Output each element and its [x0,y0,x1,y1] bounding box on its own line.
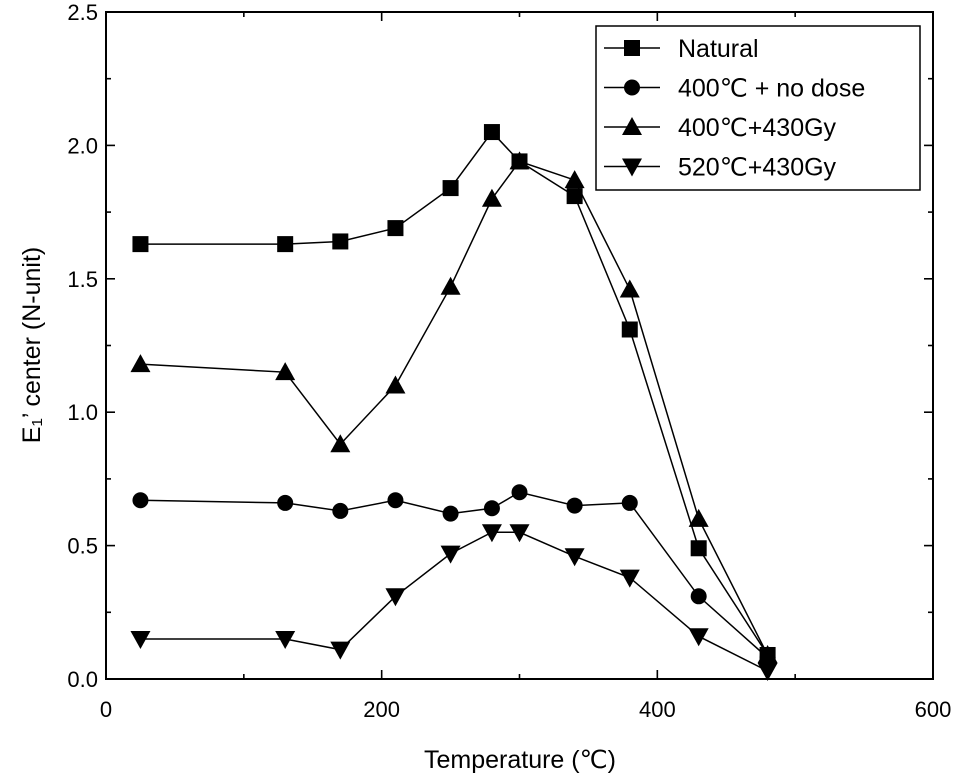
data-point [275,362,296,381]
y-tick-label: 2.0 [67,133,98,158]
data-point [566,188,583,205]
series-line [140,130,769,656]
data-point [277,236,294,253]
data-point [688,628,709,647]
data-point [332,502,349,519]
data-point [330,641,351,660]
legend-label: 520℃+430Gy [678,154,837,182]
data-point [385,588,406,607]
data-point [690,540,707,557]
data-point [481,188,502,207]
y-tick-label: 0.5 [67,534,98,559]
data-point [332,233,349,250]
legend-entry: 400℃+430Gy [604,114,837,142]
data-point [621,321,638,338]
series-layer [130,124,778,681]
data-point [277,494,294,511]
legend-label: 400℃+430Gy [678,114,837,142]
data-point [330,434,351,453]
legend-label: 400℃ + no dose [678,75,865,103]
series-4 [130,524,778,681]
data-point [442,505,459,522]
data-point [511,484,528,501]
data-point [387,492,404,509]
y-tick-label: 1.5 [67,267,98,292]
x-axis-title: Temperature (℃) [424,746,616,774]
data-point [440,545,461,564]
data-point [132,236,149,253]
x-tick-label: 0 [100,697,112,722]
data-point [619,279,640,298]
series-line [140,160,769,656]
data-point [483,124,500,141]
data-point [690,588,707,605]
x-tick-label: 200 [363,697,400,722]
data-point [481,524,502,543]
data-point [509,151,530,170]
legend-entry: Natural [604,35,759,63]
data-point [130,630,151,649]
data-point [509,524,530,543]
x-tick-label: 600 [915,697,952,722]
data-point [566,497,583,514]
legend-marker [622,117,642,135]
legend-entry: 520℃+430Gy [604,154,837,182]
y-tick-label: 0.0 [67,667,98,692]
data-point [387,220,404,237]
data-point [132,492,149,509]
data-point [130,354,151,373]
data-point [688,508,709,527]
legend-marker [624,40,640,56]
x-tick-label: 400 [639,697,676,722]
data-point [757,644,778,663]
y-tick-label: 1.0 [67,400,98,425]
y-axis-title: E₁’ center (N-unit) [18,247,46,443]
data-point [440,276,461,295]
data-point [564,170,585,189]
data-point [757,662,778,681]
data-point [621,494,638,511]
data-point [442,180,459,197]
legend: Natural 400℃ + no dose 400℃+430Gy 520℃+430G… [595,25,921,191]
data-point [564,548,585,567]
data-point [385,375,406,394]
legend-marker [624,79,640,96]
legend-box [595,25,921,191]
series-1 [132,124,776,663]
data-point [619,569,640,588]
legend-label: Natural [678,35,759,63]
series-3 [130,151,778,663]
data-point [483,500,500,517]
axes: 0 200 400 600 0.0 0.5 1.0 1.5 2.0 2.5 [67,0,951,722]
y-tick-label: 2.5 [67,0,98,25]
data-point [275,630,296,649]
legend-entry: 400℃ + no dose [604,75,865,103]
legend-marker [622,158,642,177]
